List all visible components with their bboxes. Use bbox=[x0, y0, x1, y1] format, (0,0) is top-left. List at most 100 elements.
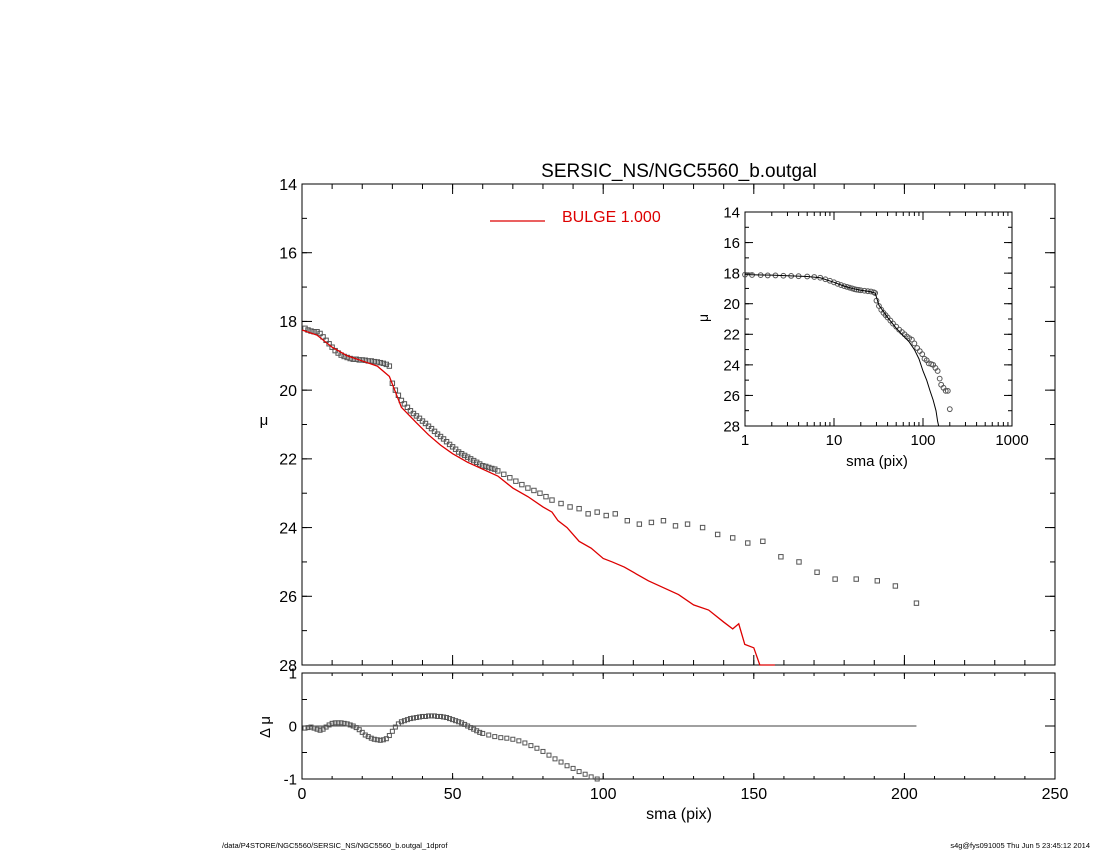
data-point bbox=[401, 401, 408, 407]
data-point bbox=[432, 713, 438, 719]
data-point bbox=[760, 538, 766, 545]
data-point bbox=[356, 727, 362, 733]
data-point bbox=[338, 720, 344, 726]
data-point bbox=[853, 576, 859, 582]
data-point bbox=[531, 487, 537, 494]
y-tick-label: 16 bbox=[723, 235, 740, 252]
data-point bbox=[389, 728, 395, 734]
y-tick-label: 28 bbox=[279, 658, 297, 675]
data-point bbox=[543, 493, 549, 500]
data-point bbox=[745, 540, 751, 546]
data-point bbox=[413, 715, 419, 721]
data-point bbox=[492, 734, 498, 740]
main-profile-panel: 14 16 18 20 22 24 26 28 μ BULGE 1.000 bbox=[260, 177, 1056, 675]
y-tick-label: 22 bbox=[723, 327, 740, 344]
x-tick-label: 0 bbox=[298, 786, 307, 803]
data-point bbox=[311, 725, 317, 731]
data-point bbox=[648, 519, 655, 526]
data-point bbox=[893, 323, 900, 330]
data-point bbox=[911, 340, 918, 347]
data-point bbox=[341, 720, 347, 726]
data-point bbox=[344, 721, 350, 727]
footer-timestamp-text: s4g@fys091005 Thu Jun 5 23:45:12 2014 bbox=[950, 841, 1090, 850]
data-point bbox=[534, 745, 540, 751]
data-point bbox=[440, 436, 447, 442]
data-point bbox=[419, 713, 425, 719]
data-point bbox=[892, 583, 899, 589]
data-point bbox=[359, 729, 365, 735]
data-point bbox=[416, 415, 423, 422]
data-point bbox=[320, 334, 326, 340]
data-point bbox=[356, 357, 362, 363]
data-point bbox=[519, 481, 525, 488]
data-point bbox=[428, 425, 435, 432]
data-point bbox=[335, 720, 341, 726]
data-point bbox=[480, 463, 486, 469]
data-point bbox=[371, 736, 377, 742]
data-point bbox=[398, 719, 404, 725]
data-point bbox=[814, 569, 820, 575]
data-point bbox=[329, 720, 335, 726]
x-tick-label: 100 bbox=[590, 786, 617, 803]
data-point bbox=[612, 511, 618, 517]
y-tick-label: 16 bbox=[279, 245, 297, 262]
data-point bbox=[831, 279, 837, 286]
data-point bbox=[452, 446, 459, 452]
data-point bbox=[347, 722, 353, 728]
data-point bbox=[386, 733, 392, 739]
data-point bbox=[422, 420, 429, 427]
data-point bbox=[368, 358, 374, 364]
data-point bbox=[404, 404, 411, 411]
x-tick-label: 150 bbox=[740, 786, 767, 803]
data-point bbox=[429, 713, 435, 719]
data-point bbox=[844, 284, 850, 290]
data-point bbox=[374, 359, 381, 365]
x-tick-label: 10 bbox=[826, 432, 843, 449]
data-point bbox=[416, 714, 422, 720]
profile-line bbox=[301, 329, 775, 666]
data-point bbox=[552, 756, 558, 762]
y-tick-label: 28 bbox=[723, 418, 740, 435]
data-point bbox=[660, 518, 667, 524]
y-tick-label: 20 bbox=[723, 296, 740, 313]
y-tick-label: 24 bbox=[723, 357, 740, 374]
x-tick-label: 100 bbox=[910, 432, 935, 449]
data-point bbox=[913, 600, 920, 606]
data-point bbox=[438, 713, 444, 719]
data-point bbox=[944, 387, 951, 394]
data-point bbox=[585, 511, 591, 517]
data-point bbox=[537, 490, 543, 496]
data-point bbox=[874, 578, 880, 584]
data-point bbox=[422, 713, 428, 719]
x-tick-label: 200 bbox=[891, 786, 918, 803]
data-point bbox=[317, 727, 323, 733]
data-point bbox=[504, 735, 510, 741]
data-point bbox=[588, 774, 594, 780]
data-point bbox=[450, 717, 456, 723]
data-point bbox=[636, 521, 643, 527]
y-tick-label: 18 bbox=[279, 314, 297, 331]
data-point bbox=[443, 438, 450, 445]
data-point bbox=[305, 725, 311, 731]
data-point bbox=[444, 715, 450, 721]
data-point bbox=[582, 771, 588, 777]
residual-y-axis-label: Δ μ bbox=[257, 716, 274, 738]
x-tick-label: 50 bbox=[444, 786, 462, 803]
data-point bbox=[540, 748, 546, 754]
x-tick-label: 250 bbox=[1042, 786, 1069, 803]
data-point bbox=[308, 724, 314, 730]
data-point bbox=[558, 500, 564, 507]
data-point bbox=[834, 280, 841, 287]
y-tick-label: 24 bbox=[279, 520, 297, 537]
data-point bbox=[549, 497, 555, 503]
inset-background bbox=[745, 212, 1012, 426]
data-point bbox=[510, 736, 516, 742]
data-point bbox=[714, 531, 721, 538]
data-point bbox=[486, 732, 492, 738]
data-point bbox=[407, 408, 414, 414]
profile-line bbox=[744, 274, 940, 427]
data-point bbox=[426, 713, 432, 719]
data-point bbox=[302, 725, 308, 731]
data-point bbox=[528, 743, 534, 749]
data-point bbox=[838, 282, 844, 288]
